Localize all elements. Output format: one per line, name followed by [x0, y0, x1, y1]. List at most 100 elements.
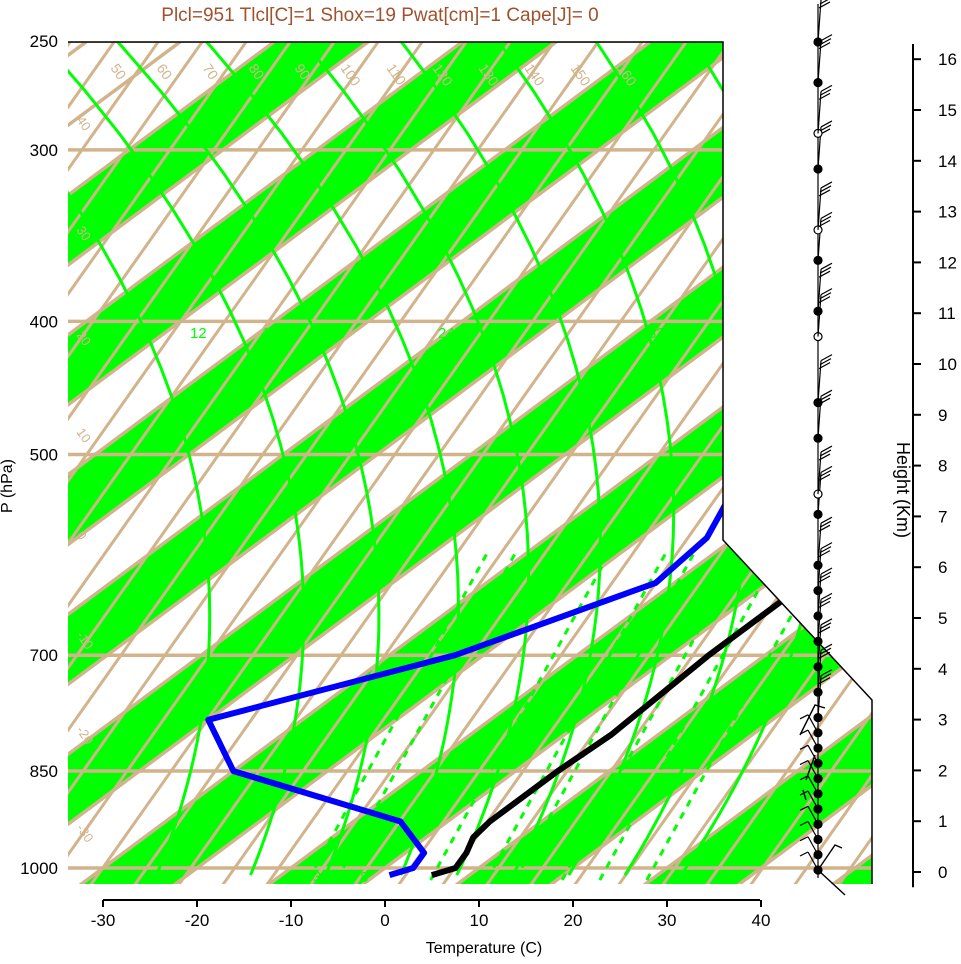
isotherm-line	[68, 42, 762, 884]
dry-adiabat-line	[300, 42, 872, 884]
isotherm-label: 40	[74, 113, 95, 133]
isotherm-line	[448, 42, 872, 884]
mixing-ratio-label: 32	[648, 325, 665, 342]
wind-barb	[807, 821, 819, 840]
wind-barb-flag	[820, 542, 833, 550]
isotherm-label: 20	[74, 328, 95, 348]
x-tick-label: -30	[91, 911, 116, 930]
height-tick-label: 10	[938, 355, 957, 374]
height-tick-label: 9	[938, 406, 947, 425]
dry-adiabat-line	[68, 42, 658, 884]
height-tick-label: 11	[938, 304, 956, 323]
wind-barb-flag	[818, 626, 831, 634]
dry-adiabat-line	[68, 42, 438, 884]
dry-adiabat-line	[564, 42, 872, 884]
wind-barb	[807, 760, 819, 779]
moist-adiabat-line	[462, 42, 676, 876]
height-tick-label: 15	[938, 101, 957, 120]
wind-barb-flag	[799, 760, 809, 766]
dry-adiabat-line	[740, 42, 872, 884]
dry-adiabat-line	[124, 42, 834, 884]
isotherm-label: 60	[154, 61, 176, 83]
y2-axis-label: Height (Km)	[893, 442, 913, 538]
wind-barb-flag	[820, 516, 833, 524]
wind-barb-flag	[818, 575, 831, 583]
dry-adiabat-line	[68, 42, 306, 884]
x-tick-label: -10	[279, 911, 304, 930]
wind-barb-flag	[799, 744, 809, 750]
height-tick-label: 14	[938, 152, 957, 171]
dry-adiabat-line	[68, 42, 394, 884]
wind-barb-flag	[799, 714, 809, 720]
dry-adiabat-line	[68, 42, 746, 884]
isotherm-line	[68, 42, 856, 884]
wind-barb-flag	[819, 596, 832, 604]
isotherm-line	[542, 42, 872, 884]
isotherm-label: 10	[726, 333, 754, 361]
x-tick-label: 40	[752, 911, 771, 930]
isotherm-label: 30	[726, 115, 754, 143]
wind-barb-flag	[819, 546, 832, 554]
x-tick-label: 0	[380, 911, 389, 930]
height-tick-label: 3	[938, 711, 947, 730]
moist-adiabat-line	[561, 42, 750, 876]
green-band	[68, 42, 667, 884]
wind-barb	[807, 729, 819, 749]
wind-barb-flag	[818, 189, 831, 197]
isotherm-label: 30	[74, 223, 95, 243]
wind-barb-flag	[820, 211, 833, 219]
pressure-tick-label: 400	[30, 312, 58, 331]
mixing-ratio-line	[335, 552, 517, 881]
pressure-tick-label: 1000	[20, 859, 58, 878]
green-band	[68, 42, 479, 884]
wind-barb	[807, 851, 819, 871]
wind-barb-flag	[820, 445, 833, 453]
wind-barb-flag	[818, 453, 831, 461]
wind-barb-flag	[818, 92, 831, 100]
wind-barb-flag	[819, 185, 832, 193]
dry-adiabat-line	[344, 42, 872, 884]
mixing-ratio-label: 24	[438, 325, 455, 342]
wind-barb-flag	[818, 362, 831, 370]
isotherm-line	[260, 42, 872, 884]
green-band	[68, 42, 855, 884]
wind-barb-flag	[818, 296, 831, 304]
mixing-ratio-line	[598, 552, 780, 881]
pressure-tick-label: 850	[30, 762, 58, 781]
isotherm-line	[68, 42, 668, 884]
x-tick-label: -20	[185, 911, 210, 930]
wind-barb-flag	[818, 651, 831, 659]
mixing-ratio-label: 12	[190, 325, 207, 342]
dewpoint-profile	[205, 42, 872, 878]
moist-adiabat-line	[163, 42, 460, 876]
pressure-axis: 1001502002503004005007008501000	[20, 32, 58, 878]
wind-barb-flag	[819, 622, 832, 630]
mixing-ratio-label: 8	[360, 869, 368, 886]
wind-barb-flag	[819, 449, 832, 457]
mixing-ratio-line	[513, 552, 696, 881]
wind-barb-flag	[799, 851, 809, 857]
isotherm-label: 10	[750, 530, 778, 558]
moist-adiabat-line	[362, 42, 602, 876]
height-tick-label: 7	[938, 507, 947, 526]
dry-adiabat-line	[652, 42, 872, 884]
isotherm-label: 50	[108, 61, 130, 83]
wind-barb-flag	[819, 292, 832, 300]
height-tick-label: 13	[938, 203, 957, 222]
wind-barb-flag	[818, 473, 831, 481]
wind-barb-flag	[820, 262, 833, 270]
height-tick-label: 0	[938, 863, 947, 882]
dry-adiabat-line	[608, 42, 872, 884]
wind-barb-flag	[819, 266, 832, 274]
x-tick-label: 10	[470, 911, 489, 930]
temperature-axis: -30 -20 -10 0 10 20 30 40	[91, 899, 771, 930]
wind-barb-flag	[819, 124, 832, 132]
wind-barb	[807, 790, 819, 810]
wind-barb-flag	[799, 820, 809, 827]
mixing-ratio-label: 16	[262, 325, 279, 342]
